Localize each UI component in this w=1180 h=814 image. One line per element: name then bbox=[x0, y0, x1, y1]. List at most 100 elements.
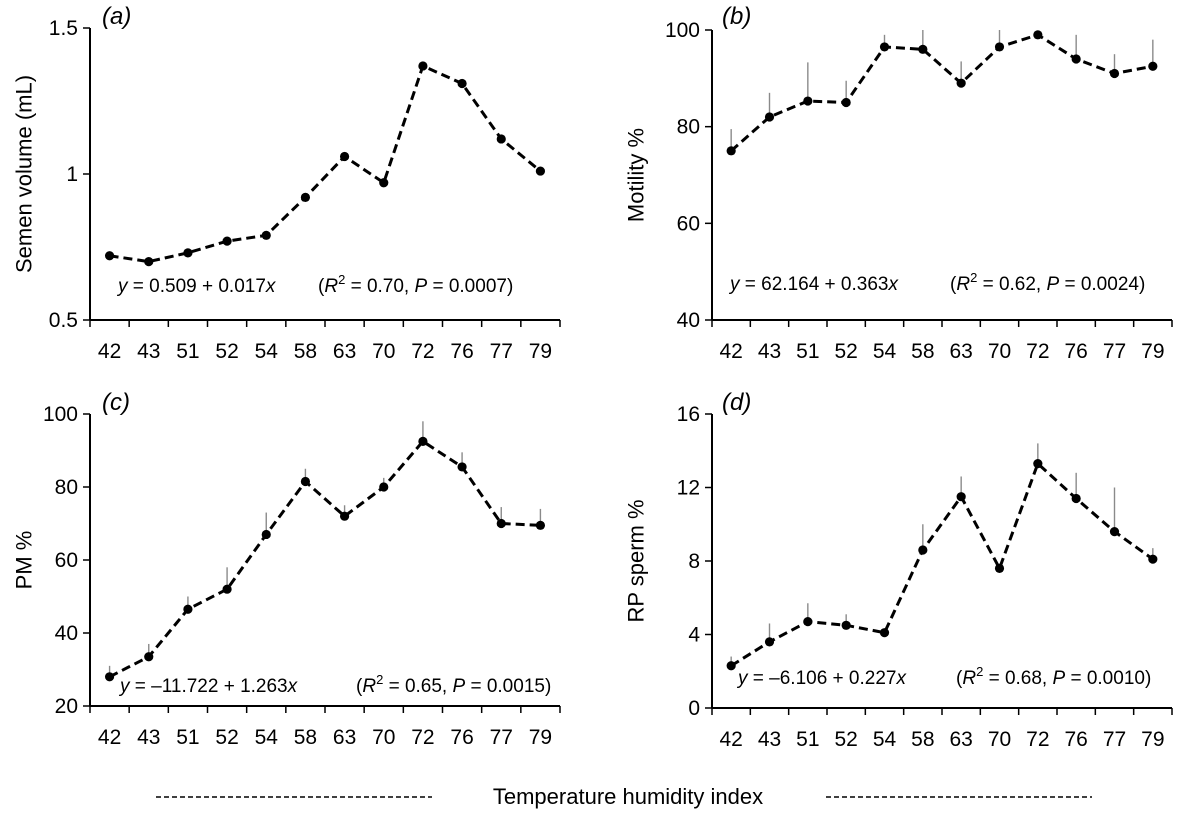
data-point bbox=[457, 78, 467, 89]
data-point bbox=[726, 146, 736, 156]
data-point bbox=[339, 151, 350, 162]
data-point bbox=[418, 436, 428, 446]
data-point bbox=[956, 492, 966, 502]
x-tick-label: 54 bbox=[873, 728, 897, 751]
x-tick-label: 63 bbox=[333, 726, 356, 749]
x-tick-label: 79 bbox=[529, 340, 552, 363]
data-point bbox=[261, 230, 271, 240]
data-point bbox=[144, 652, 154, 662]
data-point bbox=[300, 192, 311, 202]
panel-label: (c) bbox=[102, 389, 130, 416]
x-tick-label: 52 bbox=[215, 340, 238, 363]
x-tick-label: 63 bbox=[949, 728, 972, 751]
data-point bbox=[418, 61, 428, 71]
data-point bbox=[144, 257, 154, 267]
data-point bbox=[222, 236, 232, 246]
y-tick-label: 100 bbox=[43, 403, 78, 426]
data-point bbox=[956, 78, 966, 88]
x-tick-label: 77 bbox=[1103, 728, 1126, 751]
y-tick-label: 1.5 bbox=[49, 17, 78, 40]
regression-stats: (R2 = 0.65, P = 0.0015) bbox=[356, 672, 551, 697]
data-point bbox=[379, 178, 389, 188]
x-tick-label: 76 bbox=[450, 726, 473, 749]
y-axis-label: Motility % bbox=[624, 128, 649, 222]
x-tick-label: 58 bbox=[911, 340, 934, 363]
data-point bbox=[726, 661, 736, 671]
chart-panel-b: 40 60 80 100 42 43 51 52 54 58 63 70 72 76 77 79 Motilit… bbox=[624, 3, 1173, 363]
x-tick-label: 58 bbox=[294, 726, 317, 749]
x-tick-label: 51 bbox=[176, 726, 199, 749]
panel-label: (a) bbox=[102, 3, 131, 30]
x-tick-label: 77 bbox=[1103, 340, 1126, 363]
x-tick-label: 58 bbox=[294, 340, 317, 363]
regression-stats: (R2 = 0.68, P = 0.0010) bbox=[956, 664, 1151, 689]
y-tick-label: 80 bbox=[677, 116, 700, 139]
data-point bbox=[339, 511, 350, 521]
y-axis-label: RP sperm % bbox=[624, 499, 649, 622]
data-point bbox=[764, 112, 775, 122]
data-point bbox=[841, 620, 851, 630]
x-tick-label: 79 bbox=[1141, 340, 1164, 363]
x-tick-label: 76 bbox=[1064, 340, 1087, 363]
x-tick-label: 72 bbox=[411, 340, 434, 363]
data-point bbox=[1109, 68, 1120, 79]
data-point bbox=[1109, 527, 1120, 537]
y-tick-label: 80 bbox=[55, 476, 78, 499]
chart-panel-a: 0.5 1 1.5 42 43 51 52 54 58 63 70 72 76 77 79 Semen vol… bbox=[12, 3, 561, 363]
x-tick-label: 42 bbox=[719, 728, 742, 751]
x-tick-label: 79 bbox=[529, 726, 552, 749]
y-tick-label: 1 bbox=[66, 163, 78, 186]
data-point bbox=[918, 44, 928, 54]
data-point bbox=[879, 628, 890, 638]
data-point bbox=[879, 42, 890, 52]
y-axis-label: Semen volume (mL) bbox=[12, 75, 37, 273]
x-tick-label: 54 bbox=[873, 340, 897, 363]
x-tick-label: 72 bbox=[1026, 728, 1049, 751]
x-tick-label: 79 bbox=[1141, 728, 1164, 751]
series-line bbox=[109, 63, 542, 264]
chart-panel-d: 0 4 8 12 16 42 43 51 52 54 58 63 70 72 76 77 79 RP sperm … bbox=[624, 389, 1173, 751]
regression-stats: (R2 = 0.62, P = 0.0024) bbox=[950, 270, 1145, 295]
data-point bbox=[994, 42, 1005, 52]
x-tick-label: 52 bbox=[834, 340, 857, 363]
x-tick-label: 76 bbox=[1064, 728, 1087, 751]
regression-stats: (R2 = 0.70, P = 0.0007) bbox=[318, 272, 513, 297]
x-tick-label: 70 bbox=[988, 340, 1011, 363]
series-line bbox=[730, 33, 1154, 152]
data-point bbox=[1148, 554, 1158, 564]
data-point bbox=[535, 520, 546, 530]
chart-panel-c: 20 40 60 80 100 42 43 51 52 54 58 63 70 72 76 77 79 PM % (… bbox=[12, 389, 561, 749]
data-point bbox=[1033, 459, 1043, 469]
x-tick-label: 70 bbox=[372, 726, 395, 749]
data-point bbox=[496, 134, 506, 144]
data-point bbox=[1071, 493, 1081, 504]
y-tick-label: 4 bbox=[688, 624, 700, 647]
data-point bbox=[1071, 54, 1081, 64]
series-line bbox=[108, 439, 541, 679]
x-tick-label: 54 bbox=[255, 726, 279, 749]
data-point bbox=[535, 166, 546, 176]
data-point bbox=[918, 545, 928, 555]
data-point bbox=[803, 96, 813, 106]
y-tick-label: 100 bbox=[665, 19, 700, 42]
data-point bbox=[300, 476, 311, 487]
x-tick-label: 43 bbox=[137, 340, 160, 363]
data-point bbox=[803, 617, 813, 627]
y-tick-label: 60 bbox=[677, 212, 700, 235]
x-tick-label: 70 bbox=[372, 340, 395, 363]
data-point bbox=[1148, 61, 1158, 71]
regression-equation: y = 0.509 + 0.017x bbox=[116, 276, 277, 297]
data-point bbox=[379, 482, 389, 492]
data-point bbox=[261, 529, 271, 540]
x-tick-label: 42 bbox=[719, 340, 742, 363]
data-point bbox=[222, 584, 232, 594]
data-point bbox=[183, 604, 193, 614]
regression-equation: y = –6.106 + 0.227x bbox=[736, 668, 907, 689]
x-tick-label: 43 bbox=[758, 728, 781, 751]
y-tick-label: 60 bbox=[55, 549, 78, 572]
x-tick-label: 58 bbox=[911, 728, 934, 751]
x-tick-label: 52 bbox=[834, 728, 857, 751]
x-tick-label: 77 bbox=[490, 340, 513, 363]
x-tick-label: 42 bbox=[98, 340, 121, 363]
